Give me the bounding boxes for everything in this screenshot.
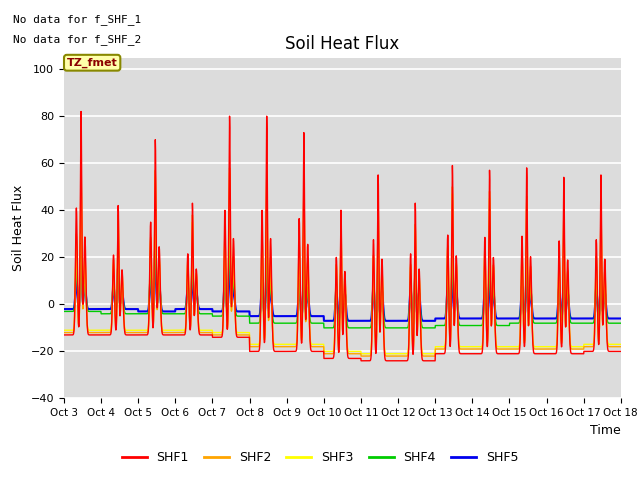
Line: SHF2: SHF2 — [64, 163, 621, 356]
SHF3 — [60, 327, 68, 333]
SHF1 — [357, 358, 365, 364]
SHF5 — [505, 316, 513, 322]
SHF1 — [359, 358, 367, 364]
SHF5 — [371, 309, 379, 315]
SHF1 — [505, 351, 513, 357]
SHF5 — [359, 318, 367, 324]
SHF4 — [359, 325, 367, 331]
SHF2 — [60, 330, 68, 336]
SHF3 — [568, 344, 576, 349]
SHF3 — [216, 330, 223, 336]
X-axis label: Time: Time — [590, 424, 621, 437]
Legend: SHF1, SHF2, SHF3, SHF4, SHF5: SHF1, SHF2, SHF3, SHF4, SHF5 — [116, 446, 524, 469]
SHF2 — [77, 160, 85, 166]
SHF3 — [371, 327, 379, 333]
SHF2 — [359, 353, 367, 359]
Text: No data for f_SHF_1: No data for f_SHF_1 — [13, 14, 141, 25]
SHF5 — [568, 316, 576, 322]
SHF2 — [371, 328, 379, 334]
Y-axis label: Soil Heat Flux: Soil Heat Flux — [12, 185, 25, 271]
SHF5 — [216, 309, 223, 314]
SHF4 — [584, 320, 591, 326]
SHF1 — [77, 108, 85, 114]
SHF3 — [584, 341, 591, 347]
SHF5 — [152, 243, 159, 249]
SHF2 — [568, 346, 576, 352]
SHF5 — [617, 316, 625, 322]
SHF3 — [357, 351, 365, 357]
Line: SHF5: SHF5 — [64, 246, 621, 321]
SHF1 — [371, 328, 379, 334]
SHF1 — [60, 332, 68, 338]
SHF2 — [357, 353, 365, 359]
SHF2 — [505, 346, 513, 352]
Title: Soil Heat Flux: Soil Heat Flux — [285, 35, 399, 53]
SHF4 — [505, 323, 513, 328]
SHF4 — [60, 309, 68, 314]
SHF1 — [584, 348, 591, 354]
SHF3 — [505, 344, 513, 349]
SHF1 — [216, 335, 223, 340]
Text: TZ_fmet: TZ_fmet — [67, 58, 118, 68]
SHF4 — [77, 222, 85, 228]
SHF2 — [584, 344, 591, 349]
SHF4 — [617, 320, 625, 326]
SHF1 — [617, 348, 625, 354]
SHF4 — [371, 312, 379, 318]
Line: SHF3: SHF3 — [64, 173, 621, 354]
SHF3 — [617, 341, 625, 347]
SHF4 — [320, 325, 328, 331]
SHF2 — [216, 332, 223, 338]
SHF2 — [617, 344, 625, 349]
SHF3 — [359, 351, 367, 357]
SHF5 — [60, 306, 68, 312]
Line: SHF1: SHF1 — [64, 111, 621, 361]
Text: No data for f_SHF_2: No data for f_SHF_2 — [13, 34, 141, 45]
SHF5 — [584, 316, 591, 322]
Line: SHF4: SHF4 — [64, 225, 621, 328]
SHF4 — [216, 313, 223, 319]
SHF3 — [226, 170, 234, 176]
SHF1 — [568, 351, 576, 357]
SHF4 — [568, 320, 576, 326]
SHF5 — [320, 318, 328, 324]
